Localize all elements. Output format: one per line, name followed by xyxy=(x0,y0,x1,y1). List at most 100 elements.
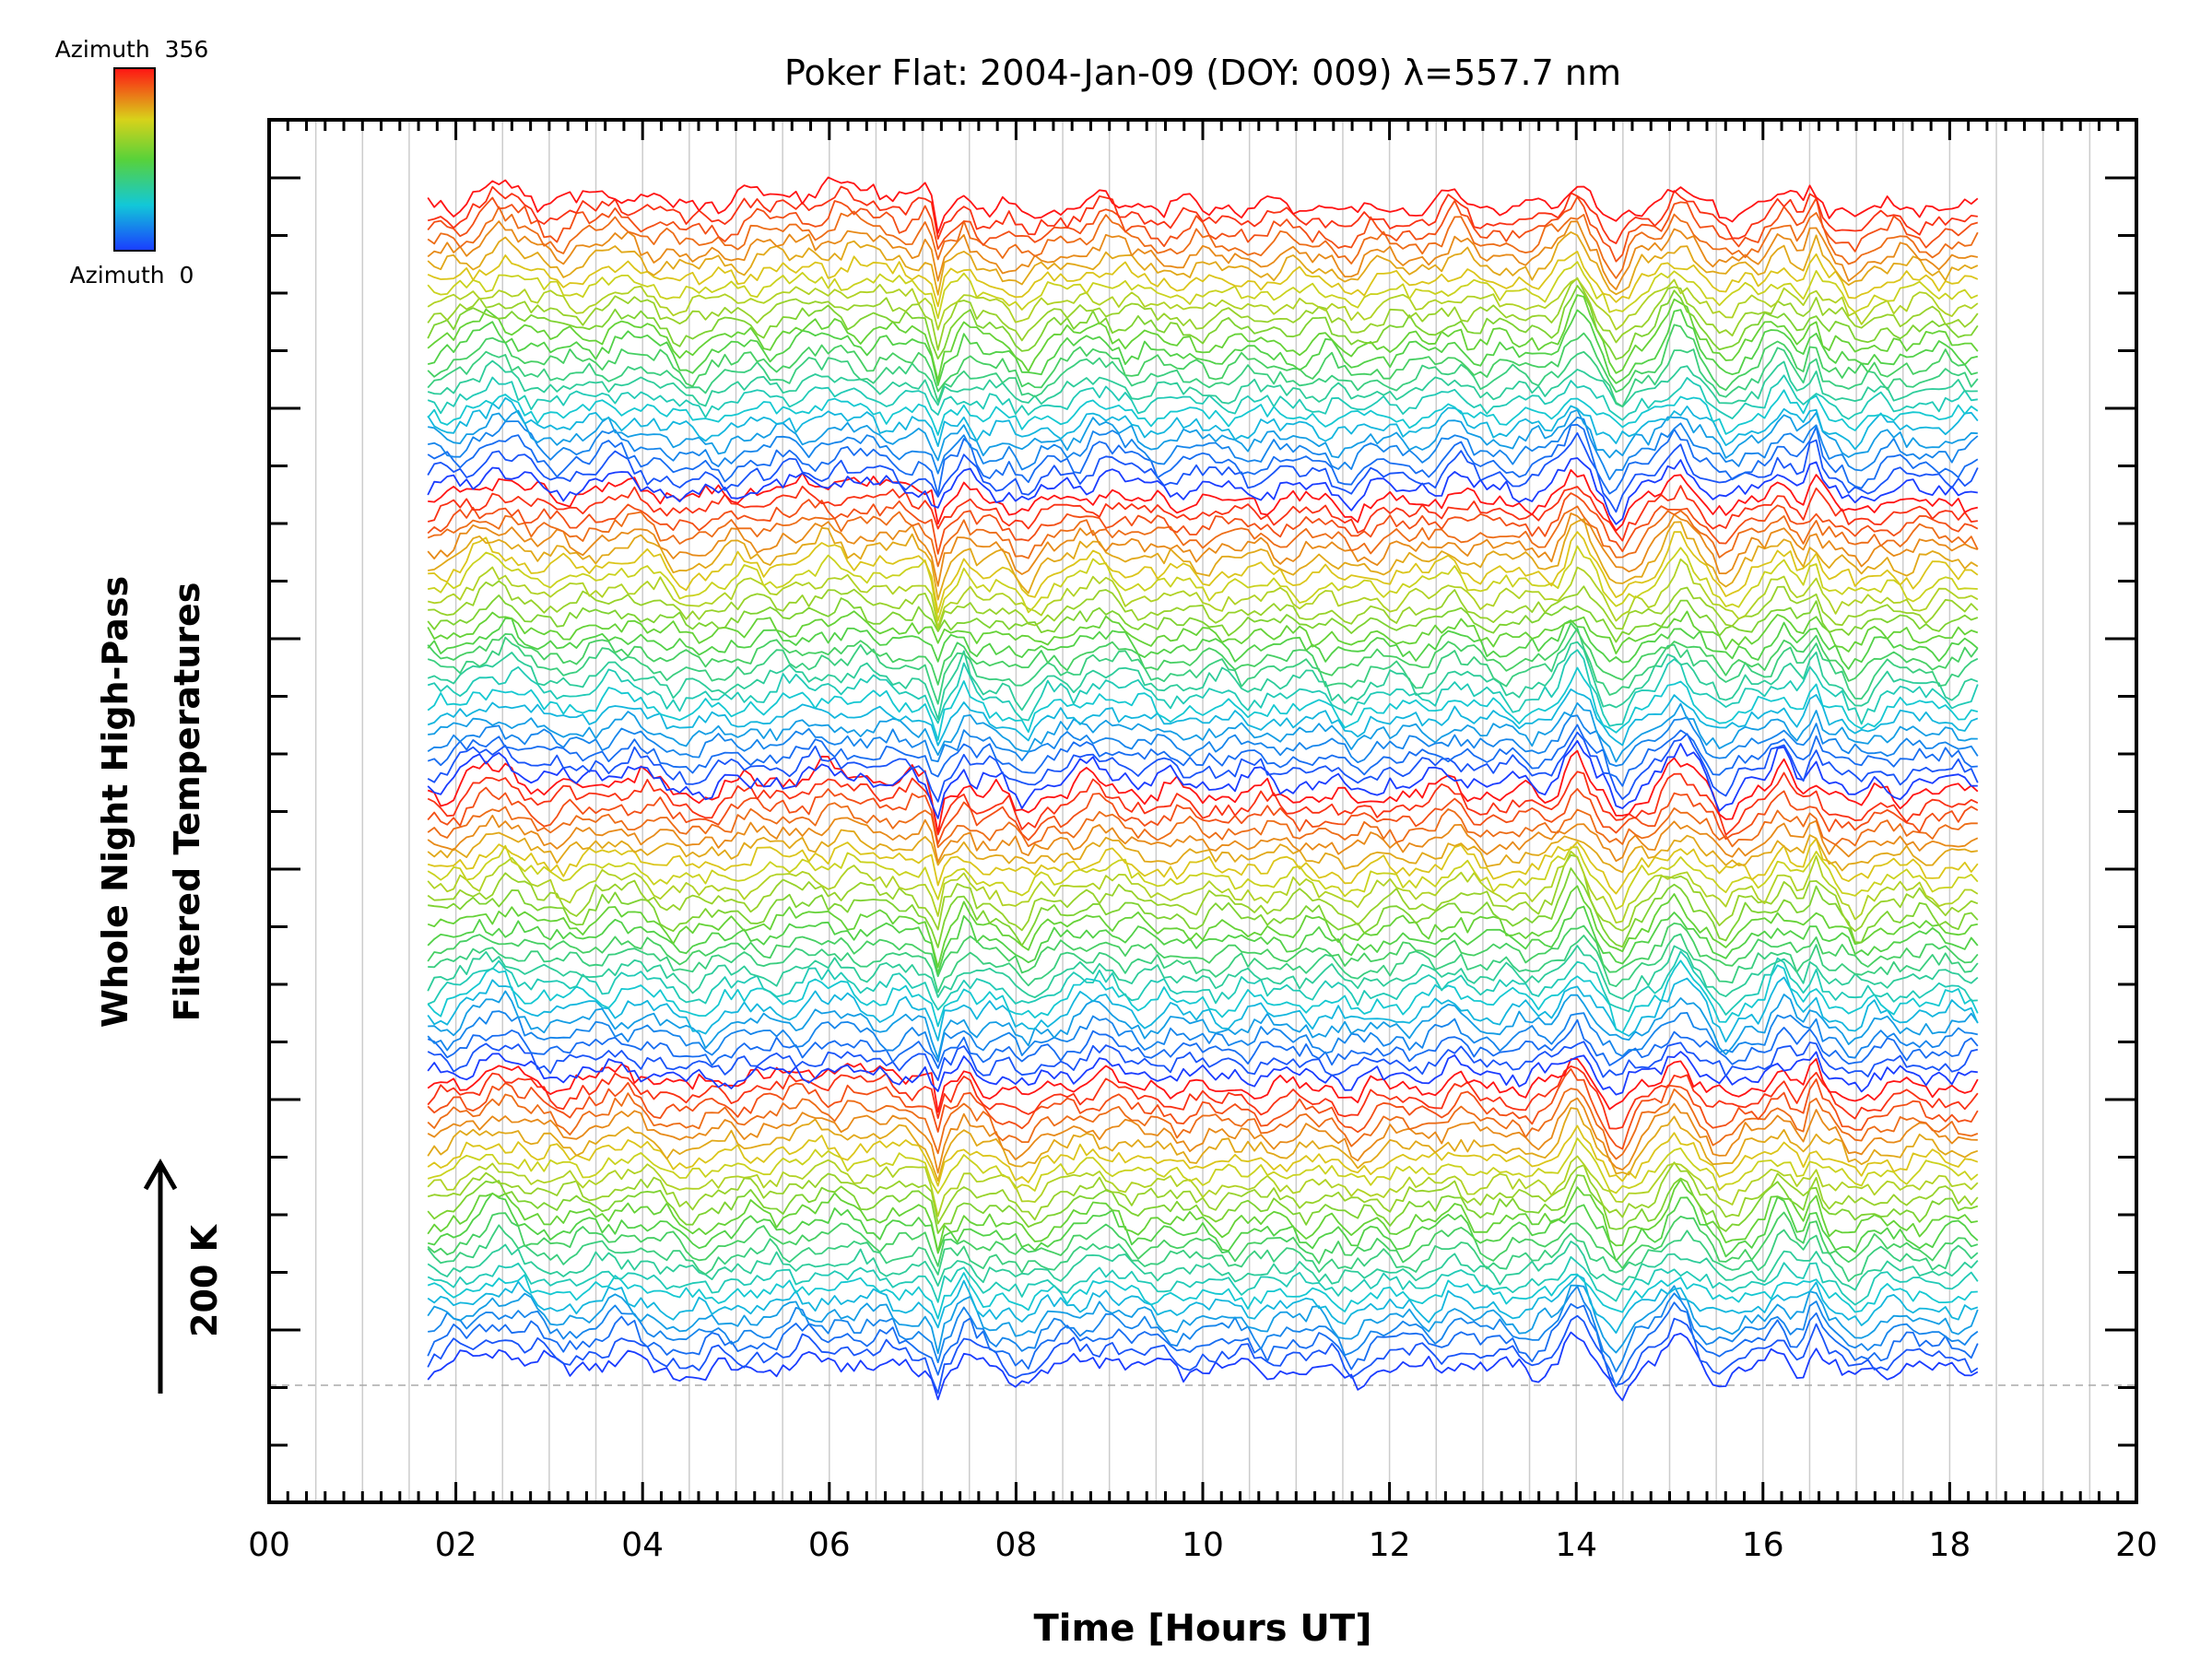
series-line xyxy=(428,518,1979,601)
series-line xyxy=(428,933,1979,994)
x-tick-labels: 00 02 04 06 08 10 12 14 16 18 20 xyxy=(248,1526,2158,1564)
x-tick-label: 00 xyxy=(248,1526,290,1564)
series-line xyxy=(427,1010,1978,1063)
series-line xyxy=(427,277,1979,331)
series-line xyxy=(427,1178,1978,1253)
series-line xyxy=(427,641,1979,721)
x-tick-label: 02 xyxy=(435,1526,477,1564)
series-line xyxy=(427,389,1979,436)
y-axis-label-line2: Filtered Temperatures xyxy=(167,582,207,1022)
x-tick-label: 20 xyxy=(2115,1526,2158,1564)
x-tick-label: 06 xyxy=(808,1526,851,1564)
series-line xyxy=(427,724,1978,787)
series-line xyxy=(427,285,1979,360)
series-line xyxy=(427,1192,1979,1262)
series-line xyxy=(427,1301,1979,1388)
series-line xyxy=(427,324,1979,394)
series-line xyxy=(427,1041,1979,1081)
series-line xyxy=(427,1174,1979,1234)
series-line xyxy=(427,1224,1979,1282)
series-line xyxy=(427,885,1978,969)
series-line xyxy=(427,786,1979,845)
series-line xyxy=(427,649,1979,727)
series-line xyxy=(427,251,1979,308)
series-line xyxy=(427,1331,1979,1402)
series-line xyxy=(427,220,1978,290)
offset-scale-label: 200 K xyxy=(184,1223,225,1337)
series-line xyxy=(427,1241,1979,1291)
series-line xyxy=(427,1284,1979,1355)
series-line xyxy=(427,802,1978,849)
series-line xyxy=(427,206,1979,279)
series-line xyxy=(427,959,1979,1034)
series-line xyxy=(427,739,1978,819)
series-line xyxy=(427,261,1979,320)
series-line xyxy=(427,1314,1979,1394)
series-line xyxy=(428,545,1978,622)
x-tick-label: 10 xyxy=(1182,1526,1224,1564)
series-line xyxy=(427,1211,1979,1269)
series-line xyxy=(428,1285,1979,1372)
series-line xyxy=(427,176,1979,234)
series-line xyxy=(427,1051,1978,1096)
series-line xyxy=(427,185,1978,244)
series-line xyxy=(428,531,1979,614)
series-group xyxy=(427,176,1979,1402)
series-line xyxy=(428,416,1979,481)
x-tick-label: 16 xyxy=(1742,1526,1784,1564)
series-line xyxy=(427,922,1979,978)
series-line xyxy=(427,622,1979,686)
series-line xyxy=(428,580,1979,631)
series-line xyxy=(427,617,1979,670)
series-line xyxy=(428,702,1978,763)
series-line xyxy=(427,457,1978,525)
chart-title: Poker Flat: 2004-Jan-09 (DOY: 009) λ=557… xyxy=(784,53,1621,93)
series-line xyxy=(427,594,1979,643)
x-tick-label: 12 xyxy=(1369,1526,1411,1564)
series-line xyxy=(427,512,1979,587)
series-line xyxy=(427,627,1979,705)
series-line xyxy=(427,731,1979,803)
series-line xyxy=(428,867,1979,948)
colorbar-top-label: Azimuth 356 xyxy=(55,36,209,63)
series-line xyxy=(427,1272,1978,1320)
series-line xyxy=(427,276,1979,351)
series-line xyxy=(427,195,1979,263)
colorbar xyxy=(113,67,156,252)
x-tick-label: 18 xyxy=(1928,1526,1971,1564)
series-line xyxy=(427,1137,1979,1194)
series-line xyxy=(427,1255,1979,1306)
series-line xyxy=(427,1067,1979,1150)
series-line xyxy=(427,844,1979,911)
series-line xyxy=(427,950,1978,1016)
offset-scale-arrow xyxy=(143,1158,178,1394)
series-line xyxy=(427,945,1979,1000)
series-line xyxy=(428,469,1979,532)
x-tick-label: 04 xyxy=(621,1526,664,1564)
series-line xyxy=(428,408,1978,462)
series-line xyxy=(427,853,1979,933)
series-line xyxy=(427,492,1979,555)
series-line xyxy=(427,423,1979,496)
series-line xyxy=(427,396,1979,451)
x-axis-label: Time [Hours UT] xyxy=(1034,1607,1372,1650)
plot-frame xyxy=(267,118,2138,1504)
series-line xyxy=(427,505,1979,568)
series-line xyxy=(427,749,1979,834)
series-line xyxy=(427,1097,1978,1174)
series-line xyxy=(427,829,1978,874)
colorbar-bottom-label: Azimuth 0 xyxy=(70,262,194,288)
series-line xyxy=(427,1124,1979,1187)
series-line xyxy=(427,838,1979,895)
series-line xyxy=(427,1107,1979,1182)
series-line xyxy=(427,374,1978,421)
series-line xyxy=(427,714,1979,767)
series-line xyxy=(427,432,1979,513)
series-line xyxy=(427,905,1979,975)
series-line xyxy=(427,850,1979,924)
series-line xyxy=(427,309,1979,386)
series-line xyxy=(427,1088,1979,1160)
series-line xyxy=(427,359,1978,408)
series-line xyxy=(427,1065,1979,1130)
